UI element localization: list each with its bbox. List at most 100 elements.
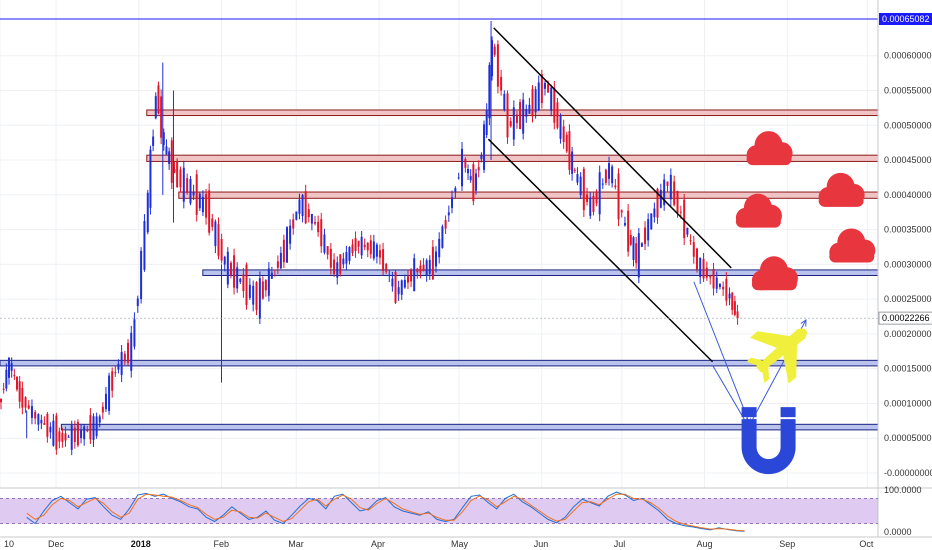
candle-body: [573, 169, 576, 171]
candle-body: [385, 263, 388, 272]
candle-body: [451, 197, 454, 208]
candle-body: [543, 82, 546, 89]
candle-body: [673, 181, 676, 205]
candle-body: [173, 168, 176, 173]
x-tick-label: 10: [4, 539, 14, 549]
candle-body: [111, 371, 114, 391]
candle-body: [67, 436, 70, 438]
candle-body: [528, 104, 531, 114]
candle-body: [8, 357, 11, 378]
candle-body: [629, 234, 632, 245]
candle-body: [223, 256, 226, 265]
candle-body: [264, 280, 267, 291]
candle-body: [162, 132, 165, 145]
candle-body: [731, 292, 734, 310]
candle-body: [165, 146, 168, 155]
candle-body: [348, 247, 351, 261]
candle-body: [239, 278, 242, 282]
cloud-icon: [829, 228, 876, 263]
candle-body: [464, 159, 467, 168]
candle-body: [406, 276, 409, 283]
candle-body: [248, 284, 251, 298]
candle-body: [176, 161, 179, 188]
osc-band: [0, 498, 878, 524]
candle-body: [310, 213, 313, 224]
candle-body: [416, 268, 419, 273]
candle-body: [236, 267, 239, 289]
candle-body: [378, 250, 381, 258]
candle-body: [556, 102, 559, 128]
candle-body: [86, 430, 89, 432]
candle-body: [475, 173, 478, 191]
candle-body: [709, 275, 712, 278]
candle-body: [276, 261, 279, 268]
candle-body: [186, 178, 189, 193]
candle-body: [467, 169, 470, 174]
candle-body: [623, 223, 626, 226]
candle-body: [98, 416, 101, 423]
candle-body: [627, 210, 630, 252]
candle-body: [553, 87, 556, 123]
candle-body: [659, 190, 662, 208]
y-tick-label: 0.00040000: [884, 190, 932, 200]
candle-body: [702, 258, 705, 279]
candle-body: [579, 176, 582, 195]
x-tick-label: Dec: [48, 539, 65, 549]
candle-body: [676, 190, 679, 213]
candle-body: [457, 177, 460, 179]
candle-body: [149, 149, 152, 208]
candle-body: [43, 422, 46, 425]
candle-body: [255, 282, 258, 310]
y-tick-label: 0.00035000: [884, 225, 932, 235]
candle-body: [261, 281, 264, 299]
candle-body: [55, 415, 58, 450]
candle-body: [301, 194, 304, 217]
candle-body: [595, 191, 598, 204]
candle-body: [333, 259, 336, 275]
candle-body: [18, 381, 21, 402]
candle-body: [718, 284, 721, 288]
candle-body: [267, 268, 270, 296]
candle-body: [550, 87, 553, 111]
candle-body: [357, 240, 360, 247]
candle-body: [431, 246, 434, 280]
candle-body: [226, 251, 229, 285]
candle-body: [522, 99, 525, 134]
candle-body: [366, 242, 369, 251]
candle-body: [329, 248, 332, 268]
candle-body: [282, 239, 285, 263]
candle-body: [699, 257, 702, 278]
candle-body: [485, 110, 488, 135]
candle-body: [444, 220, 447, 229]
candle-body: [92, 416, 95, 441]
y-tick-label: 0.00055000: [884, 86, 932, 96]
candle-body: [493, 46, 496, 55]
price-tag: [878, 311, 932, 325]
y-tick-label: 0.00020000: [884, 329, 932, 339]
candle-body: [323, 234, 326, 253]
candle-body: [608, 163, 611, 179]
candle-body: [689, 240, 692, 242]
candle-body: [123, 353, 126, 362]
candle-body: [127, 342, 130, 363]
candle-body: [157, 85, 160, 114]
candle-body: [205, 194, 208, 218]
candle-body: [73, 427, 76, 442]
candle-body: [582, 168, 585, 211]
candle-body: [130, 332, 133, 371]
candle-body: [733, 301, 736, 315]
candle-body: [317, 221, 320, 233]
candle-body: [454, 188, 457, 192]
candle-body: [285, 227, 288, 263]
candle-body: [168, 151, 171, 165]
candle-body: [500, 76, 503, 91]
candle-body: [298, 199, 301, 214]
candle-body: [428, 259, 431, 274]
candle-body: [120, 351, 123, 376]
trendline-channel-bottom: [487, 138, 714, 363]
candle-body: [192, 191, 195, 196]
candle-body: [133, 319, 136, 347]
candle-body: [722, 286, 725, 290]
cloud-icon: [751, 256, 798, 291]
